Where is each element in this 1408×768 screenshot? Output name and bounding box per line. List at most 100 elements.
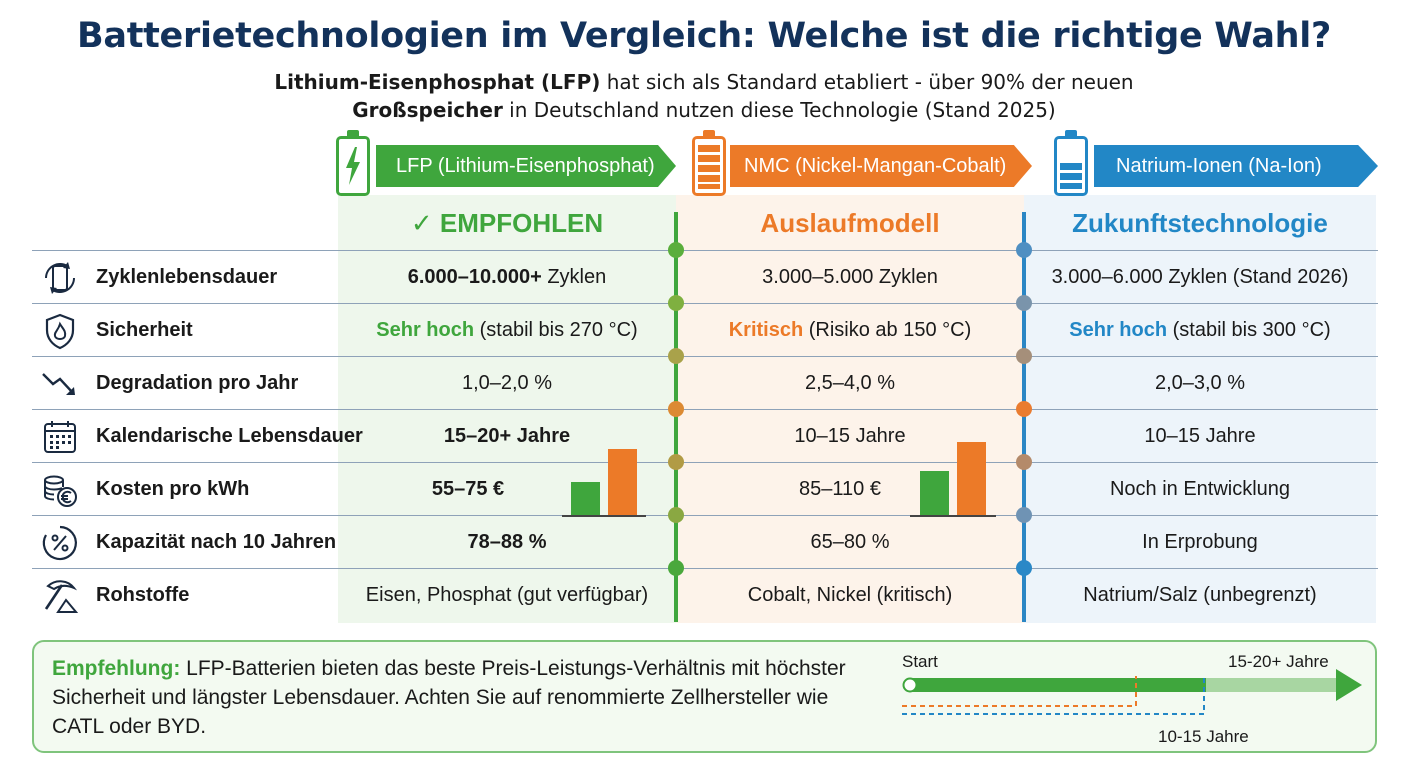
cell-lfp-kosten-value: 55–75 € [431, 478, 505, 500]
status-nmc: Auslaufmodell [760, 208, 940, 238]
cycle-phone-icon [45, 262, 75, 294]
cell-lfp-kosten: 55–75 € [338, 463, 598, 516]
cell-nmc-sicherheit: Kritisch (Risiko ab 150 °C) [676, 304, 1024, 357]
cell-nmc-zyklen: 3.000–5.000 Zyklen [762, 266, 938, 288]
divider-dot [668, 560, 684, 576]
column-header-na: Natrium-Ionen (Na-Ion) [1094, 145, 1378, 187]
row-divider [32, 303, 1378, 304]
calendar-icon [44, 421, 76, 453]
cell-na-sicherheit-detail: (stabil bis 300 °C) [1167, 319, 1331, 341]
page-subtitle: Lithium-Eisenphosphat (LFP) hat sich als… [0, 68, 1408, 124]
cell-nmc-sicherheit-detail: (Risiko ab 150 °C) [803, 319, 972, 341]
battery-bolt-icon [336, 130, 370, 196]
divider-dot [668, 242, 684, 258]
mini-bar-baseline [910, 515, 996, 517]
status-lfp: ✓ EMPFOHLEN [410, 208, 604, 238]
cell-nmc-degradation: 2,5–4,0 % [804, 372, 896, 394]
recommendation-body: LFP-Batterien bieten das beste Preis-Lei… [52, 657, 846, 738]
cell-lfp-kapazitaet: 78–88 % [338, 516, 676, 569]
row-divider [32, 409, 1378, 410]
cell-lfp-sicherheit-rating: Sehr hoch [376, 319, 475, 341]
recommendation-text: Empfehlung: LFP-Batterien bieten das bes… [52, 654, 872, 741]
subtitle-text-1: hat sich als Standard etabliert - über 9… [600, 70, 1134, 94]
timeline-long-label: 15-20+ Jahre [1228, 652, 1329, 671]
divider-dot [1016, 401, 1032, 417]
subtitle-highlight-lfp: Lithium-Eisenphosphat (LFP) [274, 70, 601, 94]
row-divider [32, 250, 1378, 251]
cell-na-degradation: 2,0–3,0 % [1154, 372, 1246, 394]
percent-gauge-icon [42, 525, 77, 561]
subtitle-highlight-grossspeicher: Großspeicher [352, 98, 503, 122]
trend-down-icon [42, 373, 75, 395]
cell-lfp-rohstoffe: Eisen, Phosphat (gut verfügbar) [365, 584, 649, 606]
cell-lfp-degradation: 1,0–2,0 % [461, 372, 553, 394]
cell-lfp-zyklen: 6.000–10.000+ Zyklen [338, 251, 676, 304]
cell-lfp-lebensdauer-value: 15–20+ Jahre [443, 425, 571, 447]
divider-dot [1016, 348, 1032, 364]
mini-bar-green [571, 482, 600, 516]
cell-lfp-lebensdauer: 15–20+ Jahre [338, 410, 676, 463]
cell-nmc-kapazitaet: 65–80 % [810, 531, 890, 553]
divider-dot [1016, 560, 1032, 576]
row-label-rohstoffe: Rohstoffe [96, 584, 190, 606]
timeline-na-dashed-line [902, 676, 1205, 715]
divider-dot [1016, 507, 1032, 523]
cell-lfp-zyklen-unit: Zyklen [541, 266, 607, 288]
subtitle-text-2: in Deutschland nutzen diese Technologie … [502, 98, 1056, 122]
column-divider-lfp-nmc [674, 212, 678, 622]
divider-dot [1016, 295, 1032, 311]
cell-lfp-zyklen-value: 6.000–10.000+ [407, 266, 542, 288]
row-label-sicherheit: Sicherheit [96, 319, 193, 341]
coins-euro-icon [44, 475, 77, 507]
row-divider [32, 462, 1378, 463]
column-divider-nmc-na [1022, 212, 1026, 622]
row-label-kalendarische-lebensdauer: Kalendarische Lebensdauer [96, 425, 363, 447]
divider-dot [668, 348, 684, 364]
cell-na-sicherheit: Sehr hoch (stabil bis 300 °C) [1024, 304, 1376, 357]
row-label-kosten: Kosten pro kWh [96, 478, 250, 500]
row-divider [32, 356, 1378, 357]
divider-dot [1016, 242, 1032, 258]
timeline-arrowhead [1336, 669, 1362, 701]
battery-full-icon [692, 130, 726, 196]
column-header-lfp: LFP (Lithium-Eisenphosphat) [376, 145, 676, 187]
status-na: Zukunftstechnologie [1072, 208, 1328, 238]
divider-dot [668, 401, 684, 417]
timeline-short-label: 10-15 Jahre [1158, 727, 1249, 746]
mini-bar-orange [957, 442, 986, 516]
mini-bar-baseline [562, 515, 646, 517]
cell-lfp-sicherheit-detail: (stabil bis 270 °C) [474, 319, 638, 341]
row-label-kapazitaet: Kapazität nach 10 Jahren [96, 531, 337, 553]
battery-level-icon [1054, 130, 1088, 196]
pickaxe-icon [44, 580, 79, 613]
row-label-degradation: Degradation pro Jahr [96, 372, 299, 394]
page-title: Batterietechnologien im Vergleich: Welch… [77, 16, 1331, 56]
timeline-start-marker [902, 677, 918, 693]
recommendation-box [32, 640, 1377, 753]
mini-bar-orange [608, 449, 637, 516]
timeline-start-label: Start [902, 652, 938, 671]
cell-na-lebensdauer: 10–15 Jahre [1144, 425, 1256, 447]
divider-dot [668, 454, 684, 470]
mini-bar-green [920, 471, 949, 516]
cell-nmc-rohstoffe: Cobalt, Nickel (kritisch) [747, 584, 953, 606]
recommendation-lead: Empfehlung: [52, 657, 181, 680]
divider-dot [668, 507, 684, 523]
row-divider [32, 568, 1378, 569]
timeline-extension-bar [1206, 678, 1336, 692]
cell-nmc-lebensdauer: 10–15 Jahre [794, 425, 906, 447]
row-divider [32, 515, 1378, 516]
cell-na-rohstoffe: Natrium/Salz (unbegrenzt) [1083, 584, 1317, 606]
column-header-nmc: NMC (Nickel-Mangan-Cobalt) [730, 145, 1032, 187]
cell-na-kapazitaet: In Erprobung [1142, 531, 1258, 553]
row-label-zyklenlebensdauer: Zyklenlebensdauer [96, 266, 278, 288]
cell-nmc-sicherheit-rating: Kritisch [728, 319, 804, 341]
divider-dot [668, 295, 684, 311]
cell-lfp-sicherheit: Sehr hoch (stabil bis 270 °C) [338, 304, 676, 357]
shield-flame-icon [45, 313, 75, 350]
lifetime-timeline [902, 669, 1362, 715]
cell-lfp-kapazitaet-value: 78–88 % [467, 531, 547, 553]
cell-na-zyklen: 3.000–6.000 Zyklen (Stand 2026) [1051, 266, 1349, 288]
cell-na-kosten: Noch in Entwicklung [1109, 478, 1291, 500]
timeline-main-bar [910, 678, 1206, 692]
